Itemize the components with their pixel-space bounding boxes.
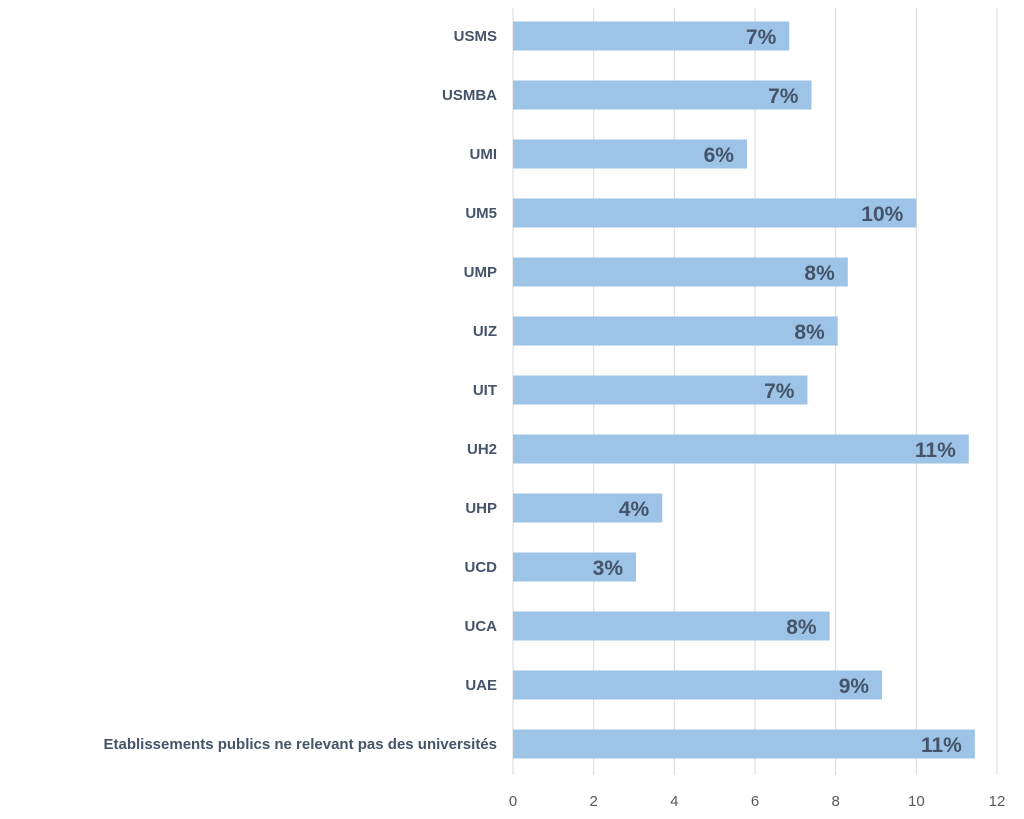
x-tick-label: 10 bbox=[908, 793, 925, 810]
bar bbox=[513, 729, 975, 759]
data-label: 7% bbox=[768, 85, 799, 108]
x-tick-label: 4 bbox=[670, 793, 678, 810]
data-label: 6% bbox=[704, 144, 735, 167]
x-tick-label: 8 bbox=[831, 793, 839, 810]
bar bbox=[513, 375, 808, 405]
bars bbox=[513, 21, 975, 759]
x-tick-label: 6 bbox=[751, 793, 759, 810]
bar bbox=[513, 316, 838, 346]
bar bbox=[513, 552, 637, 582]
category-label: UH2 bbox=[467, 441, 497, 458]
data-label: 10% bbox=[861, 203, 903, 226]
category-label: UCD bbox=[465, 559, 498, 576]
data-label: 7% bbox=[764, 380, 795, 403]
data-label: 3% bbox=[593, 557, 624, 580]
data-label: 4% bbox=[619, 498, 650, 521]
category-label: UMI bbox=[470, 146, 498, 163]
category-labels: USMS USMBA UMI UM5 UMP UIZ UIT UH2 UHP UCD UCA UAE E… bbox=[104, 28, 498, 753]
bar bbox=[513, 198, 917, 228]
x-tick-label: 12 bbox=[989, 793, 1006, 810]
category-label: UMP bbox=[464, 264, 497, 281]
category-label: UHP bbox=[465, 500, 497, 517]
bar bbox=[513, 611, 830, 641]
category-label: UCA bbox=[465, 618, 498, 635]
category-label: UM5 bbox=[465, 205, 497, 222]
x-tick-label: 0 bbox=[509, 793, 517, 810]
x-axis-ticks: 0 2 4 6 8 10 12 bbox=[509, 793, 1006, 810]
data-label: 8% bbox=[794, 321, 825, 344]
data-label: 11% bbox=[915, 439, 956, 462]
data-label: 8% bbox=[804, 262, 835, 285]
data-label: 11% bbox=[921, 734, 962, 757]
data-label: 8% bbox=[786, 616, 817, 639]
bar bbox=[513, 139, 747, 169]
bar bbox=[513, 257, 848, 287]
bar bbox=[513, 21, 790, 51]
category-label: Etablissements publics ne relevant pas d… bbox=[104, 736, 498, 753]
bar bbox=[513, 434, 969, 464]
category-label: USMBA bbox=[442, 87, 497, 104]
bar bbox=[513, 670, 883, 700]
x-tick-label: 2 bbox=[589, 793, 597, 810]
data-label: 7% bbox=[746, 26, 777, 49]
category-label: USMS bbox=[454, 28, 497, 45]
category-label: UAE bbox=[465, 677, 497, 694]
category-label: UIT bbox=[473, 382, 497, 399]
category-label: UIZ bbox=[473, 323, 497, 340]
data-label: 9% bbox=[839, 675, 870, 698]
data-labels: 7% 7% 6% 10% 8% 8% 7% 11% 4% 3% 8% 9% 11% bbox=[593, 26, 962, 757]
bar bbox=[513, 493, 663, 523]
bar bbox=[513, 80, 812, 110]
